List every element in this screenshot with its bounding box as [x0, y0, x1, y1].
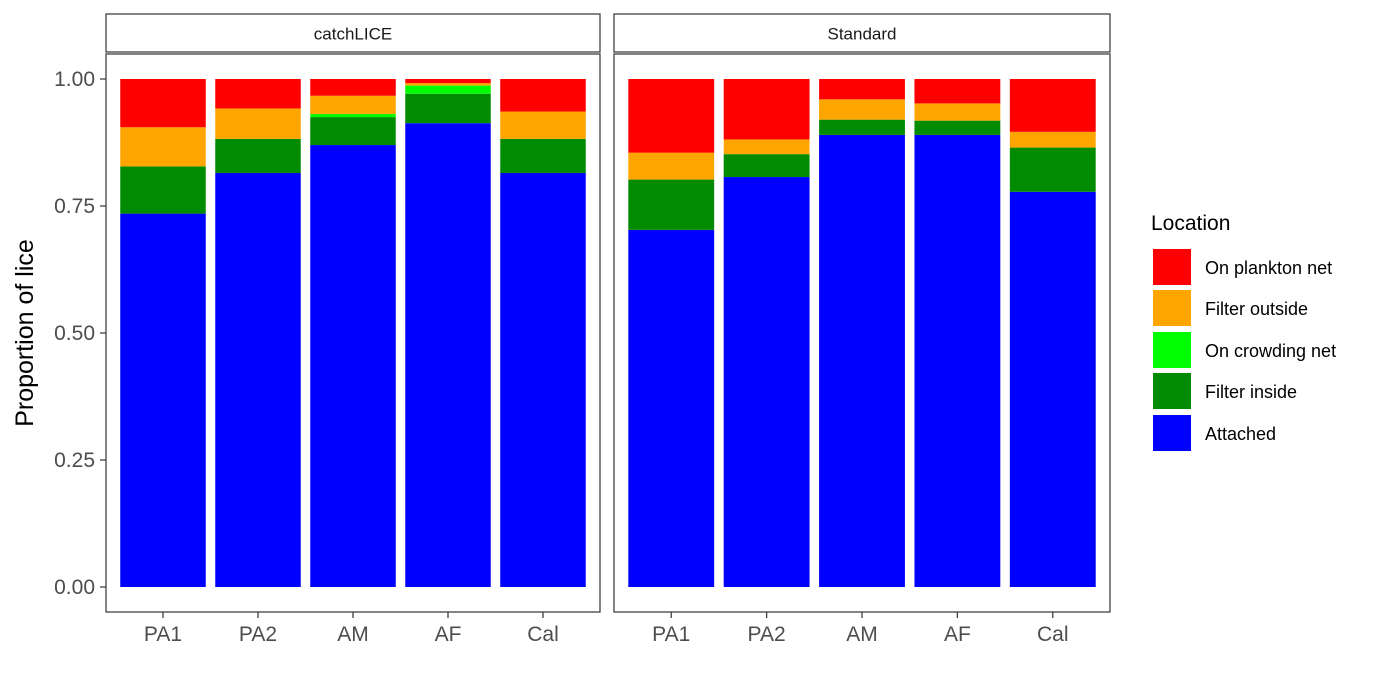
x-axis: PA1 PA2 AM AF Cal: [652, 612, 1069, 646]
bar-segment-attached: [120, 213, 206, 587]
bar-segment-attached: [1009, 191, 1096, 587]
bar-segment-filter-inside: [723, 154, 810, 178]
bar-segment-filter-outside: [819, 99, 905, 120]
bar-segment-attached: [310, 145, 396, 588]
legend-key-on-plankton-net: [1153, 249, 1191, 285]
bar-segment-filter-inside: [819, 119, 905, 135]
legend-label: Filter outside: [1205, 299, 1308, 319]
bar-segment-attached: [723, 177, 810, 588]
bar-segment-filter-inside: [405, 93, 491, 124]
bar-segment-filter-inside: [628, 179, 715, 230]
x-tick-label: PA1: [144, 623, 182, 646]
strip-background: [613, 13, 1111, 53]
panel-standard: Standard: [613, 13, 1111, 613]
bar-group: [628, 79, 1096, 588]
bar-segment-filter-inside: [120, 166, 206, 214]
legend-key-on-crowding-net: [1153, 332, 1191, 368]
bar-segment-filter-outside: [628, 152, 715, 180]
bar-segment-on-crowding-net: [405, 85, 491, 94]
bar-segment-filter-outside: [120, 127, 206, 167]
x-tick-label: AF: [435, 623, 462, 646]
bar-segment-on-plankton-net: [1009, 79, 1096, 132]
x-tick-label: Cal: [527, 623, 559, 646]
x-tick-label: AM: [846, 623, 878, 646]
bar-segment-filter-inside: [1009, 147, 1096, 192]
x-tick-label: PA2: [748, 623, 786, 646]
legend-key-filter-inside: [1153, 373, 1191, 409]
bar-segment-on-plankton-net: [819, 79, 905, 100]
y-tick-label: 0.75: [54, 195, 95, 218]
y-tick-label: 0.00: [54, 576, 95, 599]
bar-segment-filter-outside: [1009, 131, 1096, 148]
legend-key-filter-outside: [1153, 290, 1191, 326]
bar-segment-attached: [628, 229, 715, 587]
panel-title: Standard: [828, 25, 897, 44]
bar-segment-attached: [215, 172, 301, 588]
bar-segment-filter-outside: [500, 111, 586, 139]
bar-segment-on-plankton-net: [405, 79, 491, 84]
bar-segment-filter-outside: [215, 108, 301, 139]
bar-segment-on-crowding-net: [310, 114, 396, 118]
bar-segment-on-plankton-net: [500, 79, 586, 112]
bar-group: [120, 79, 586, 588]
bar-segment-filter-inside: [310, 117, 396, 146]
x-tick-label: PA2: [239, 623, 277, 646]
bar-segment-attached: [405, 123, 491, 587]
x-axis: PA1 PA2 AM AF Cal: [144, 612, 559, 646]
legend-title: Location: [1151, 212, 1230, 235]
legend-label: On plankton net: [1205, 258, 1332, 278]
bar-segment-attached: [819, 134, 905, 587]
bar-segment-filter-outside: [405, 83, 491, 86]
x-tick-label: Cal: [1037, 623, 1069, 646]
bar-segment-on-plankton-net: [914, 79, 1001, 104]
y-axis: 0.00 0.25 0.50 0.75 1.00: [54, 68, 106, 599]
bar-segment-on-plankton-net: [310, 79, 396, 96]
x-tick-label: AF: [944, 623, 971, 646]
panel-catchlice: catchLICE: [105, 13, 601, 613]
bar-segment-filter-inside: [914, 120, 1001, 135]
x-tick-label: AM: [337, 623, 369, 646]
bar-segment-on-plankton-net: [120, 79, 206, 128]
strip-background: [105, 13, 601, 53]
bar-segment-filter-inside: [500, 138, 586, 173]
legend-key-attached: [1153, 415, 1191, 451]
y-tick-label: 0.25: [54, 449, 95, 472]
y-tick-label: 0.50: [54, 322, 95, 345]
legend: Location On plankton net Filter outside …: [1151, 212, 1336, 451]
bar-segment-attached: [914, 134, 1001, 587]
legend-label: Filter inside: [1205, 382, 1297, 402]
bar-segment-filter-outside: [914, 103, 1001, 121]
bar-segment-filter-outside: [723, 139, 810, 155]
y-tick-label: 1.00: [54, 68, 95, 91]
bar-segment-on-plankton-net: [215, 79, 301, 109]
bar-segment-on-plankton-net: [723, 79, 810, 140]
y-axis-title: Proportion of lice: [11, 239, 39, 427]
bar-segment-attached: [500, 172, 586, 588]
bar-segment-filter-inside: [215, 138, 301, 173]
panel-title: catchLICE: [314, 25, 392, 44]
legend-label: On crowding net: [1205, 341, 1336, 361]
bar-segment-on-plankton-net: [628, 79, 715, 153]
legend-label: Attached: [1205, 424, 1276, 444]
bar-segment-filter-outside: [310, 95, 396, 115]
x-tick-label: PA1: [652, 623, 690, 646]
